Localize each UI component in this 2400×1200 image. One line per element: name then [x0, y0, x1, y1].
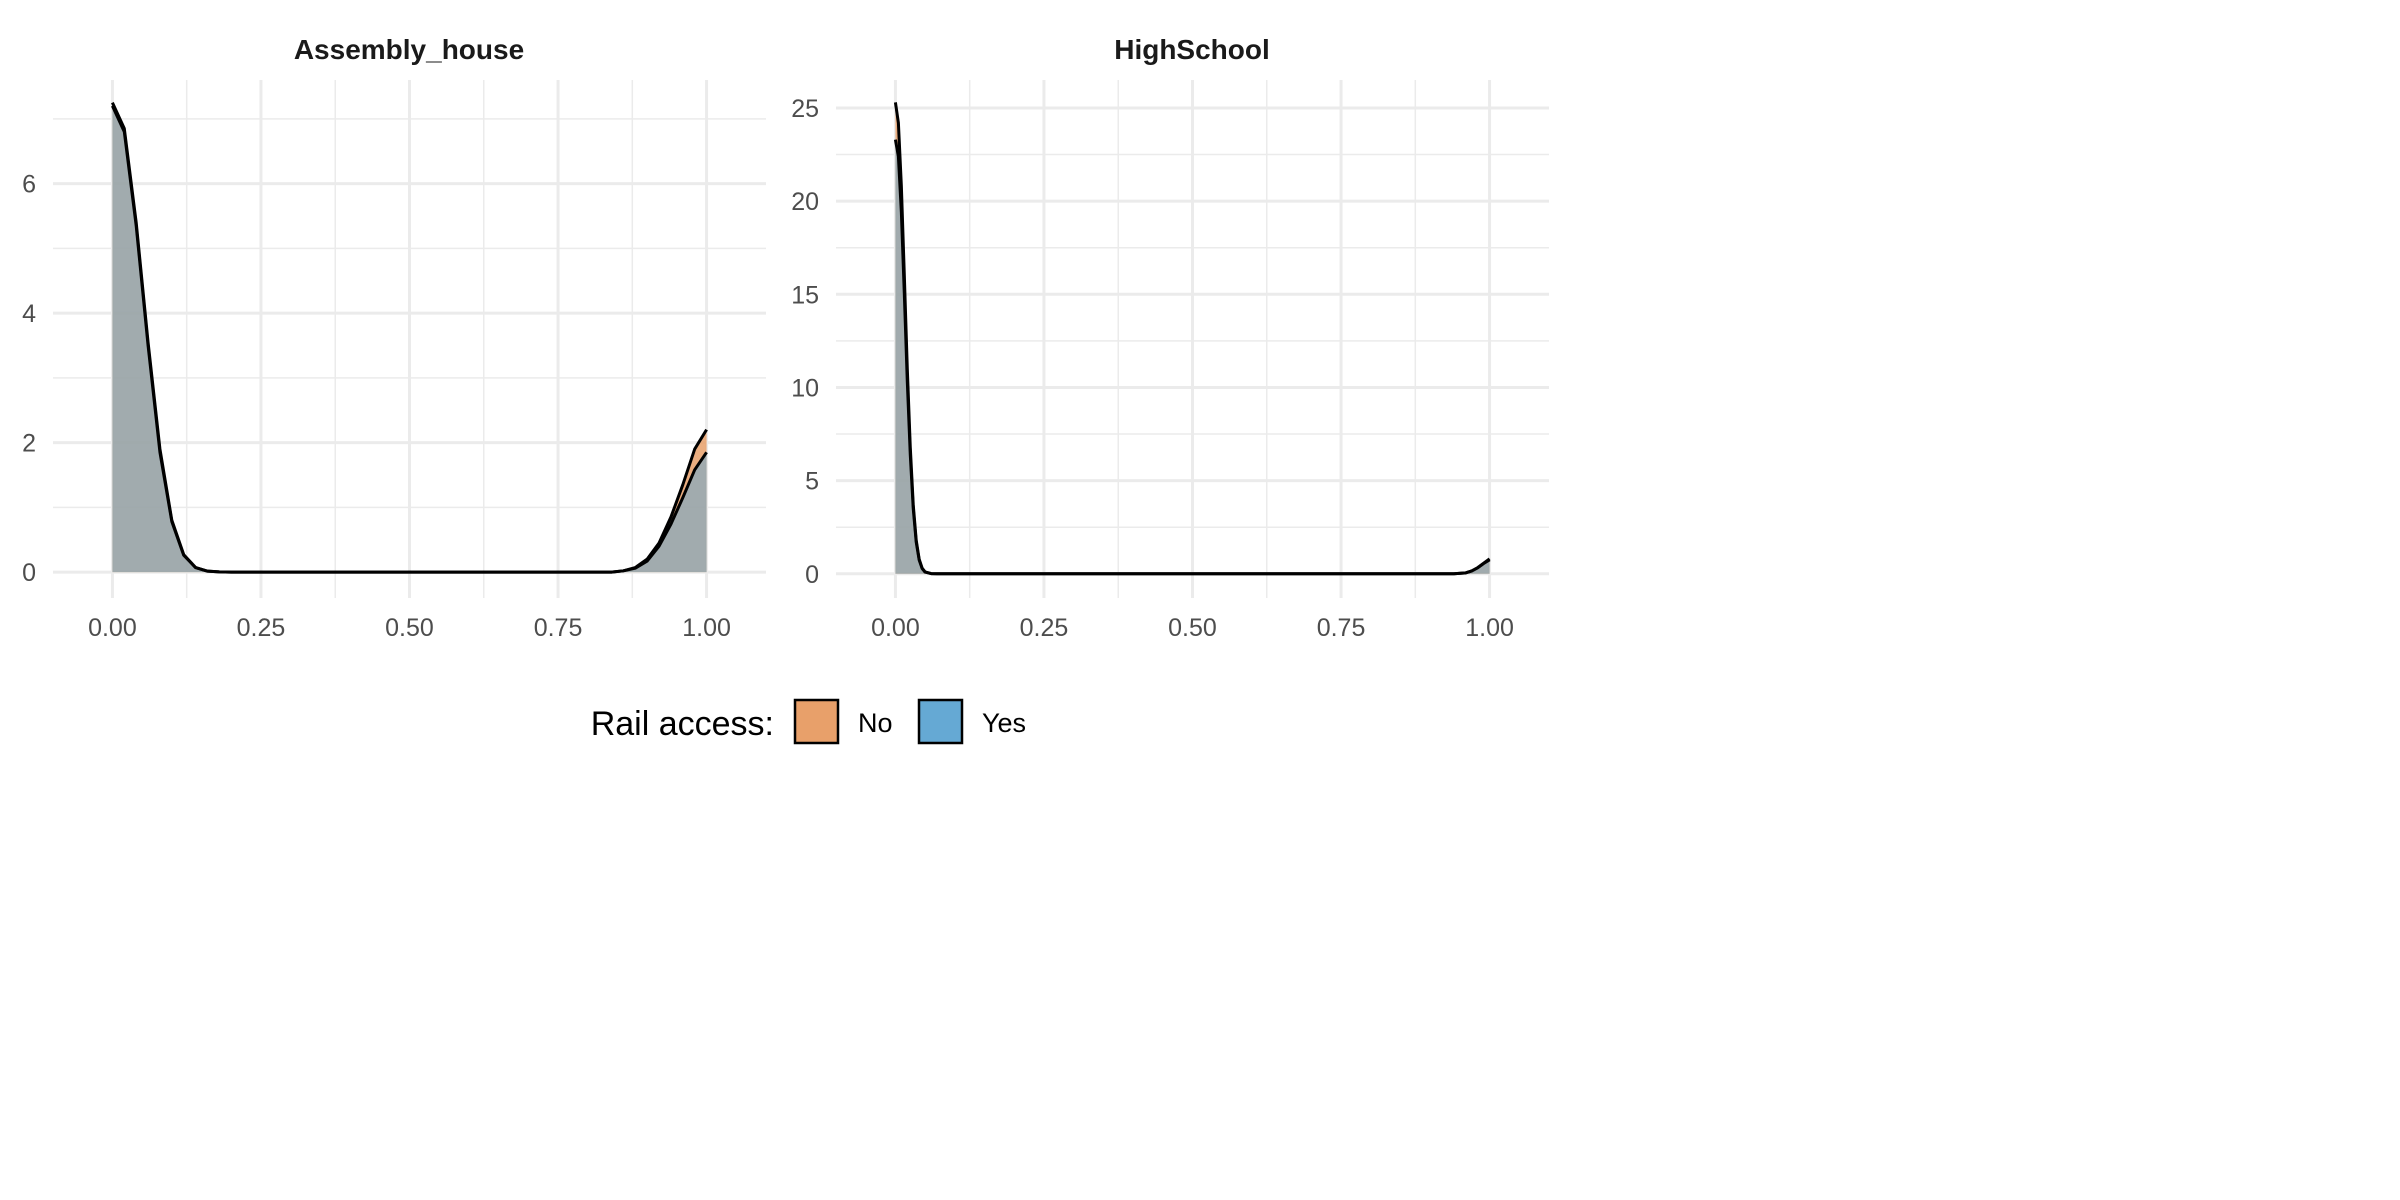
series-layer: [111, 102, 708, 574]
legend-swatch-no: [793, 698, 840, 745]
legend: Rail access: No Yes: [591, 698, 1026, 745]
legend-title: Rail access:: [591, 705, 774, 743]
y-tick-label: 0: [805, 561, 819, 589]
x-tick-label: 0.50: [1168, 614, 1217, 642]
x-tick-label: 0.75: [1317, 614, 1366, 642]
x-tick-labels: 0.00 0.25 0.50 0.75 1.00: [88, 614, 731, 642]
x-tick-label: 0.00: [88, 614, 137, 642]
x-tick-label: 1.00: [1465, 614, 1514, 642]
chart-figure: 0.00 0.25 0.50 0.75 1.00 0 2 4 6 Assembly_house…: [0, 0, 1560, 780]
x-tick-label: 1.00: [682, 614, 731, 642]
x-tick-label: 0.25: [237, 614, 286, 642]
grid-lines: [836, 80, 1549, 598]
y-tick-label: 25: [791, 95, 819, 123]
panel-highschool: 0.00 0.25 0.50 0.75 1.00 0 5 10 15 20 25 HighScho…: [791, 34, 1549, 642]
density-outline-yes: [111, 105, 708, 574]
y-tick-label: 5: [805, 468, 819, 496]
y-tick-labels: 0 5 10 15 20 25: [791, 95, 819, 589]
chart-svg: 0.00 0.25 0.50 0.75 1.00 0 2 4 6 Assembly_house…: [22, 34, 1549, 745]
series-layer: [893, 102, 1491, 576]
y-tick-label: 20: [791, 188, 819, 216]
x-tick-label: 0.75: [534, 614, 583, 642]
legend-swatch-yes: [917, 698, 964, 745]
y-tick-label: 6: [22, 171, 36, 199]
x-tick-label: 0.00: [871, 614, 920, 642]
y-tick-label: 15: [791, 281, 819, 309]
density-outline-yes: [893, 139, 1491, 576]
panel-title: HighSchool: [1114, 34, 1270, 65]
y-tick-label: 2: [22, 430, 36, 458]
panel-assembly-house: 0.00 0.25 0.50 0.75 1.00 0 2 4 6 Assembly_house: [22, 34, 766, 642]
y-tick-label: 0: [22, 559, 36, 587]
x-tick-labels: 0.00 0.25 0.50 0.75 1.00: [871, 614, 1514, 642]
legend-label-yes: Yes: [982, 708, 1026, 738]
y-tick-label: 10: [791, 374, 819, 402]
y-tick-label: 4: [22, 300, 36, 328]
y-tick-labels: 0 2 4 6: [22, 171, 36, 587]
x-tick-label: 0.50: [385, 614, 434, 642]
panel-title: Assembly_house: [294, 34, 524, 65]
x-tick-label: 0.25: [1020, 614, 1069, 642]
legend-label-no: No: [858, 708, 893, 738]
